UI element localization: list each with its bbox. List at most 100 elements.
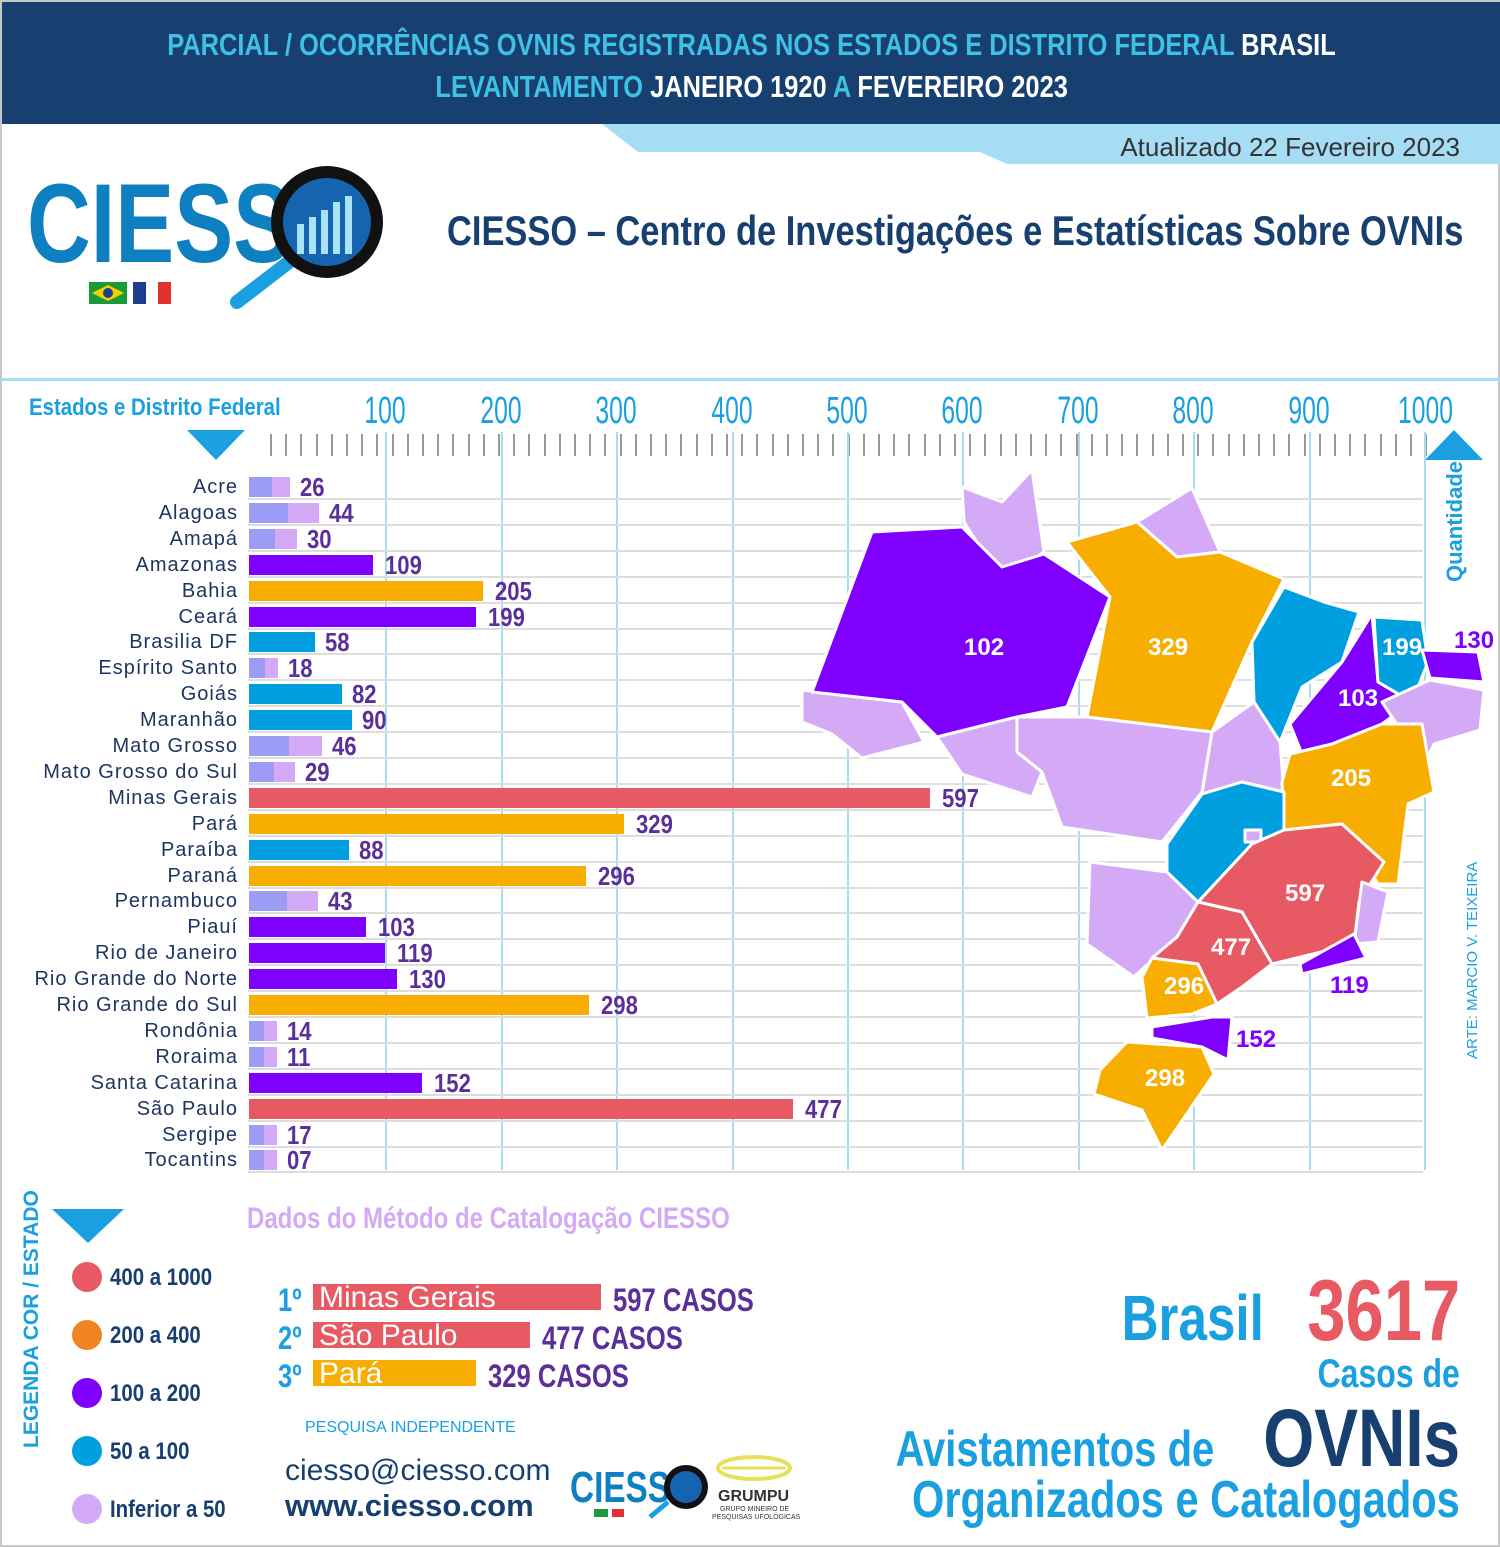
map-state-sc (1150, 1015, 1234, 1062)
bar (249, 606, 476, 627)
bar-value-label: 11 (287, 1041, 311, 1072)
map-label-mg: 597 (1285, 880, 1325, 907)
bar (249, 813, 625, 834)
map-label-sc: 152 (1236, 1026, 1276, 1053)
up-arrow-icon (1425, 430, 1483, 460)
header-line1: PARCIAL / OCORRÊNCIAS OVNIS REGISTRADAS … (167, 27, 1235, 62)
rank-bar: São Paulo (313, 1321, 530, 1351)
axis-minor-tick (1242, 434, 1245, 456)
total-block: Brasil 3617 (860, 1262, 1460, 1361)
header-a: A (833, 69, 851, 104)
research-label: PESQUISA INDEPENDENTE (305, 1419, 516, 1436)
map-label-para: 329 (1148, 634, 1188, 661)
map-label-rj: 119 (1330, 972, 1369, 999)
row-label: Rondônia (144, 1019, 238, 1042)
bar (249, 969, 398, 990)
row-label: Mato Grosso (112, 735, 238, 757)
axis-minor-tick (1349, 434, 1352, 456)
axis-minor-tick (1060, 434, 1063, 456)
axis-minor-tick (1090, 434, 1093, 456)
bar (249, 1098, 793, 1119)
email-link[interactable]: ciesso@ciesso.com (285, 1454, 551, 1487)
row-divider (248, 860, 1423, 863)
map-label-bahia: 205 (1331, 765, 1371, 792)
axis-minor-tick (1410, 434, 1412, 456)
axis-minor-tick (817, 434, 820, 456)
x-tick-label: 1000 (1398, 390, 1453, 432)
rank-position: 2º (278, 1320, 302, 1356)
axis-minor-tick (1394, 434, 1397, 456)
bar-value-label: 07 (287, 1145, 312, 1176)
x-tick-label: 700 (1057, 390, 1099, 432)
axis-minor-tick (893, 434, 896, 456)
map-label-rn: 130 (1454, 627, 1494, 654)
axis-minor-tick (422, 434, 424, 456)
axis-minor-tick (923, 434, 926, 456)
row-label: Amazonas (135, 553, 238, 576)
legend-label: Inferior a 50 (110, 1496, 226, 1523)
row-label: Santa Catarina (90, 1071, 238, 1094)
svg-text:CIESS: CIESS (570, 1463, 670, 1512)
x-tick-label: 200 (480, 390, 522, 432)
bar (249, 943, 385, 964)
grumpu-sub1: GRUPO MINEIRO DE (720, 1506, 790, 1513)
header-start: JANEIRO 1920 (650, 69, 828, 104)
row-label: Tocantins (144, 1149, 238, 1172)
rank-position: 3º (278, 1358, 302, 1394)
axis-minor-tick (999, 434, 1002, 456)
axis-minor-tick (650, 434, 652, 456)
row-divider (248, 964, 1423, 967)
legend-swatch (72, 1436, 102, 1466)
bar (249, 1072, 423, 1093)
map-label-amazonas: 102 (964, 634, 1004, 661)
bar-value-label: 199 (487, 601, 525, 632)
bar-value-label: 30 (306, 523, 332, 554)
axis-minor-tick (315, 434, 318, 456)
map-label-sp: 477 (1211, 934, 1251, 961)
axis-minor-tick (1121, 434, 1124, 456)
gridline (1424, 432, 1426, 1170)
row-label: Maranhão (139, 709, 238, 732)
bar (249, 684, 343, 705)
bar (249, 865, 587, 886)
row-label: Acre (192, 476, 238, 498)
row-label: Ceará (178, 605, 238, 628)
rank-bar: Minas Gerais (313, 1283, 601, 1313)
axis-minor-tick (330, 434, 333, 456)
row-divider (248, 1067, 1423, 1070)
axis-minor-tick (954, 434, 956, 456)
total-line3b: OVNIs (1263, 1393, 1460, 1484)
bar-value-label: 58 (325, 627, 350, 658)
bar (249, 477, 291, 497)
header-end: FEVEREIRO 2023 (857, 69, 1069, 104)
axis-minor-tick (665, 434, 668, 456)
map-state-es (1352, 880, 1390, 946)
x-tick-label: 900 (1287, 390, 1330, 432)
axis-minor-tick (786, 434, 789, 456)
axis-minor-tick (741, 434, 744, 456)
rank-cases: 329 CASOS (488, 1358, 629, 1394)
axis-minor-tick (467, 434, 470, 456)
bar (249, 1150, 277, 1171)
website-link[interactable]: www.ciesso.com (285, 1488, 534, 1523)
bar-value-label: 298 (600, 990, 638, 1020)
row-label: São Paulo (136, 1097, 238, 1120)
bar-value-label: 103 (378, 912, 416, 943)
bar-value-label: 205 (494, 575, 532, 606)
rank-cases: 597 CASOS (613, 1282, 754, 1318)
bar-value-label: 329 (636, 808, 673, 839)
y-axis-title: Estados e Distrito Federal (29, 394, 281, 421)
row-label: Paraíba (160, 838, 238, 861)
row-label: Alagoas (158, 501, 238, 524)
legend-label: 200 a 400 (110, 1322, 201, 1349)
row-label: Espírito Santo (98, 657, 238, 680)
bar (249, 1020, 277, 1041)
bar-overlay (249, 761, 275, 782)
row-divider (248, 912, 1423, 915)
bar-value-label: 44 (329, 497, 354, 528)
row-label: Sergipe (162, 1123, 238, 1146)
legend-arrow-icon (52, 1209, 124, 1243)
row-divider (248, 601, 1423, 604)
row-label: Minas Gerais (108, 786, 238, 809)
axis-minor-tick (270, 434, 272, 456)
